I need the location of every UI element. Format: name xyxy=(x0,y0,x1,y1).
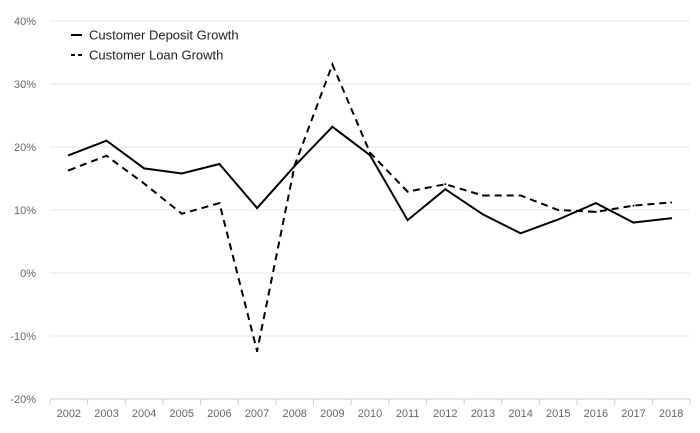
x-tick-label: 2009 xyxy=(320,408,344,420)
series-line-deposit-growth xyxy=(68,125,672,235)
legend-label: Customer Deposit Growth xyxy=(89,28,239,43)
data-point xyxy=(369,151,371,154)
x-tick-label: 2007 xyxy=(245,408,269,420)
data-point xyxy=(594,210,597,213)
grid-lines xyxy=(50,20,690,400)
data-point xyxy=(293,164,296,167)
x-tick-label: 2014 xyxy=(508,408,532,420)
x-tick-label: 2006 xyxy=(207,408,231,420)
data-point xyxy=(406,219,409,222)
data-point xyxy=(180,212,183,215)
data-point xyxy=(180,172,183,175)
data-point xyxy=(331,63,334,66)
data-point xyxy=(632,204,635,207)
series-line-loan-growth xyxy=(68,61,672,352)
data-point xyxy=(67,154,70,157)
data-point xyxy=(105,154,108,157)
x-tick-label: 2002 xyxy=(57,408,81,420)
data-point xyxy=(519,232,522,235)
x-tick-label: 2017 xyxy=(621,408,645,420)
data-point xyxy=(632,221,635,224)
data-point xyxy=(519,194,522,197)
data-point xyxy=(670,217,673,220)
data-point xyxy=(594,202,597,205)
data-point xyxy=(143,182,146,185)
data-point xyxy=(331,125,334,128)
data-point xyxy=(218,202,221,205)
x-tick-label: 2015 xyxy=(546,408,570,420)
data-point xyxy=(369,154,371,157)
x-tick-label: 2004 xyxy=(132,408,156,420)
x-axis: 2002 2003 2004 2005 2006 2007 2008 2009 2010 2011… xyxy=(49,398,691,420)
x-tick-label: 2011 xyxy=(396,408,420,420)
data-point xyxy=(481,194,484,197)
y-axis-ticks: -20% -10% 0% 10% 20% 30% 40% xyxy=(10,16,36,406)
x-tick-label: 2008 xyxy=(282,408,306,420)
y-tick-label: -20% xyxy=(10,394,36,406)
data-point xyxy=(218,163,221,166)
data-point xyxy=(557,218,560,221)
y-tick-label: 20% xyxy=(14,142,36,154)
y-tick-label: -10% xyxy=(10,331,36,343)
x-tick-label: 2003 xyxy=(94,408,118,420)
legend: Customer Deposit Growth Customer Loan Gro… xyxy=(71,28,239,63)
data-point xyxy=(557,209,560,211)
data-point xyxy=(481,213,484,216)
data-point xyxy=(256,207,259,210)
data-point xyxy=(406,190,409,193)
data-point xyxy=(256,350,259,353)
data-point xyxy=(67,169,70,172)
data-point xyxy=(105,139,108,142)
series-lines xyxy=(67,61,673,353)
x-tick-label: 2012 xyxy=(433,408,457,420)
x-tick-label: 2018 xyxy=(659,408,683,420)
data-point xyxy=(444,183,447,186)
x-tick-label: 2005 xyxy=(170,408,194,420)
y-tick-label: 0% xyxy=(20,268,36,280)
x-tick-label: 2010 xyxy=(358,408,382,420)
legend-label: Customer Loan Growth xyxy=(89,48,223,63)
x-tick-label: 2016 xyxy=(584,408,608,420)
data-point xyxy=(444,188,447,191)
data-point xyxy=(670,201,673,204)
y-tick-label: 10% xyxy=(14,205,36,217)
x-tick-label: 2013 xyxy=(471,408,495,420)
data-point xyxy=(143,167,146,170)
y-tick-label: 40% xyxy=(14,16,36,28)
y-tick-label: 30% xyxy=(14,79,36,91)
